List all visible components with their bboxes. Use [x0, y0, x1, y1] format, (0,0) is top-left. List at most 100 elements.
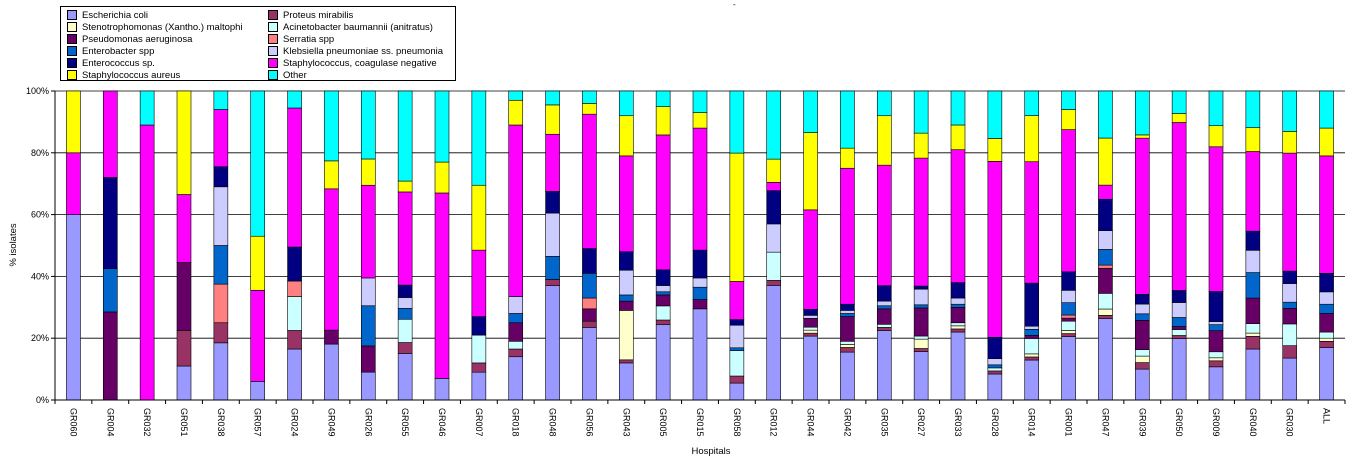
bar-segment-GR038-9 — [213, 109, 229, 168]
bar-segment-GR058-1 — [729, 375, 745, 384]
bar-segment-GR047-2 — [1098, 308, 1113, 316]
bar-segment-GR001-9 — [1061, 129, 1076, 273]
x-tick-label: GR033 — [953, 408, 963, 437]
bar-segment-GR043-8 — [618, 251, 634, 271]
bar-segment-ALL-11 — [1319, 90, 1334, 129]
bar-segment-GR051-10 — [176, 90, 192, 195]
bar-segment-ALL-1 — [1319, 340, 1334, 348]
bar-segment-GR005-10 — [655, 106, 671, 136]
bar-segment-GR024-9 — [287, 107, 302, 248]
bar-segment-GR028-0 — [987, 373, 1003, 401]
bar-segment-GR058-10 — [729, 152, 745, 282]
bars — [66, 90, 1334, 401]
x-tick-label: GR014 — [1027, 408, 1037, 437]
bar-segment-GR040-7 — [1245, 249, 1261, 273]
bar-segment-GR005-6 — [655, 291, 671, 296]
bar-segment-GR050-8 — [1171, 290, 1187, 303]
bar-segment-GR018-10 — [508, 99, 524, 126]
bar-segment-GR004-4 — [102, 311, 118, 401]
bar-segment-GR026-0 — [360, 371, 376, 401]
legend-swatch — [67, 58, 77, 68]
bar-segment-GR049-0 — [324, 343, 339, 401]
bar-segment-ALL-0 — [1319, 347, 1334, 401]
bar-segment-GR060-10 — [66, 90, 81, 154]
legend-label: Escherichia coli — [82, 9, 148, 21]
bar-segment-GR005-11 — [655, 90, 671, 107]
x-tick-label: GR018 — [511, 408, 521, 437]
stray-mark: - — [733, 0, 736, 9]
bar-segment-GR028-11 — [987, 90, 1003, 139]
bar-segment-GR015-7 — [692, 277, 708, 288]
bar-segment-GR060-0 — [66, 214, 81, 401]
x-tick-label: GR024 — [290, 408, 300, 437]
bar-segment-GR018-4 — [508, 322, 524, 342]
x-tick-label: GR012 — [769, 408, 779, 437]
bar-segment-GR039-3 — [1134, 349, 1150, 357]
bar-segment-GR033-0 — [950, 331, 966, 401]
bar-segment-GR057-11 — [250, 90, 266, 237]
bar-segment-GR042-1 — [840, 347, 855, 353]
bar-segment-GR050-1 — [1171, 335, 1187, 339]
x-tick-label: GR044 — [806, 408, 816, 437]
legend-swatch — [268, 46, 278, 56]
bar-segment-GR039-8 — [1134, 293, 1150, 305]
bar-segment-GR015-10 — [692, 112, 708, 129]
x-tick-label: GR049 — [326, 408, 336, 437]
bar-segment-GR026-9 — [360, 184, 376, 279]
bar-segment-GR048-8 — [545, 191, 560, 214]
bar-segment-GR055-10 — [397, 180, 413, 193]
bar-segment-GR043-11 — [618, 90, 634, 117]
bar-segment-GR051-4 — [176, 262, 192, 331]
bar-segment-ALL-7 — [1319, 291, 1334, 305]
bar-segment-GR047-7 — [1098, 230, 1113, 250]
bar-segment-GR014-10 — [1024, 115, 1040, 163]
bar-segment-GR058-6 — [729, 347, 745, 351]
bar-segment-GR060-9 — [66, 152, 81, 215]
bar-segment-GR024-8 — [287, 246, 302, 282]
bar-segment-GR048-6 — [545, 256, 560, 280]
bar-segment-GR046-0 — [434, 378, 450, 401]
bar-segment-GR005-9 — [655, 134, 671, 271]
bar-segment-GR051-9 — [176, 194, 192, 263]
bar-segment-GR044-0 — [803, 335, 818, 401]
bar-segment-GR014-3 — [1024, 338, 1040, 355]
bar-segment-GR033-3 — [950, 322, 966, 327]
bar-segment-GR042-8 — [840, 303, 855, 311]
x-tick-label: ALL — [1322, 408, 1332, 424]
legend-swatch — [268, 34, 278, 44]
y-tick-label: 40% — [31, 271, 49, 281]
bar-segment-GR033-8 — [950, 282, 966, 299]
bar-segment-GR038-6 — [213, 245, 229, 285]
y-axis-title: % isolates — [8, 223, 19, 267]
bar-segment-GR030-0 — [1282, 357, 1298, 401]
bar-segment-GR030-4 — [1282, 308, 1298, 325]
bar-segment-GR015-4 — [692, 299, 708, 310]
bar-segment-GR009-3 — [1208, 351, 1224, 359]
bar-segment-GR044-3 — [803, 326, 818, 331]
bar-segment-GR005-4 — [655, 294, 671, 307]
bar-segment-GR048-11 — [545, 90, 560, 106]
x-tick-label: GR015 — [695, 408, 705, 437]
legend-swatch — [67, 70, 77, 80]
legend-swatch — [268, 70, 278, 80]
y-tick-label: 80% — [31, 148, 49, 158]
bar-segment-GR050-11 — [1171, 90, 1187, 114]
bar-segment-GR028-8 — [987, 336, 1003, 359]
bar-segment-GR055-11 — [397, 90, 413, 182]
legend-label: Enterococcus sp. — [82, 57, 155, 69]
bar-segment-GR056-1 — [582, 320, 597, 328]
bar-segment-GR055-6 — [397, 308, 413, 320]
bar-segment-GR047-8 — [1098, 198, 1113, 231]
bar-segment-GR026-7 — [360, 277, 376, 307]
bar-segment-GR018-3 — [508, 340, 524, 350]
bar-segment-GR044-7 — [803, 315, 818, 319]
bar-segment-GR001-4 — [1061, 317, 1076, 322]
bar-segment-GR030-7 — [1282, 283, 1298, 303]
bar-segment-GR056-6 — [582, 273, 597, 299]
bar-segment-GR012-7 — [766, 223, 782, 253]
x-tick-labels: GR060 GR004 GR032 GR051 GR038 GR057 GR024 GR049… — [54, 400, 1346, 437]
bar-segment-GR040-2 — [1245, 332, 1261, 337]
bar-segment-GR026-11 — [360, 90, 376, 160]
bar-segment-GR049-4 — [324, 329, 339, 345]
bar-segment-GR018-7 — [508, 296, 524, 314]
